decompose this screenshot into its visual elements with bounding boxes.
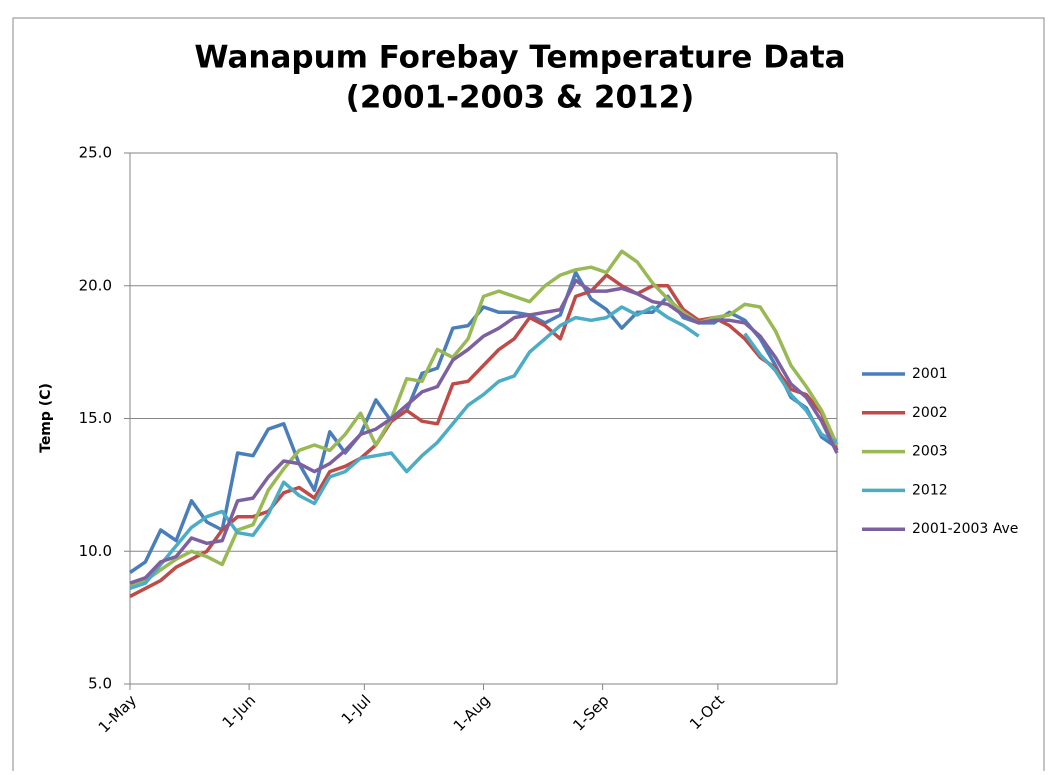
y-tick-label: 10.0 [79,542,112,560]
legend-label: 2001 [912,366,948,382]
y-tick-label: 15.0 [79,409,112,427]
y-tick-label: 25.0 [79,144,112,162]
legend-label: 2012 [912,482,948,498]
legend-label: 2001-2003 Ave [912,521,1018,537]
legend-label: 2003 [912,444,948,460]
series-line [129,249,839,588]
y-tick-label: 5.0 [88,675,112,693]
chart-title: Wanapum Forebay Temperature Data [194,40,845,76]
series-line [129,305,700,591]
y-tick-label: 20.0 [79,276,112,294]
chart-title: (2001-2003 & 2012) [346,80,695,116]
chart-frame [12,17,1045,775]
legend-label: 2002 [912,405,948,421]
series-line [129,278,839,585]
series-line [743,332,838,444]
y-axis-label: Temp (C) [38,383,54,453]
